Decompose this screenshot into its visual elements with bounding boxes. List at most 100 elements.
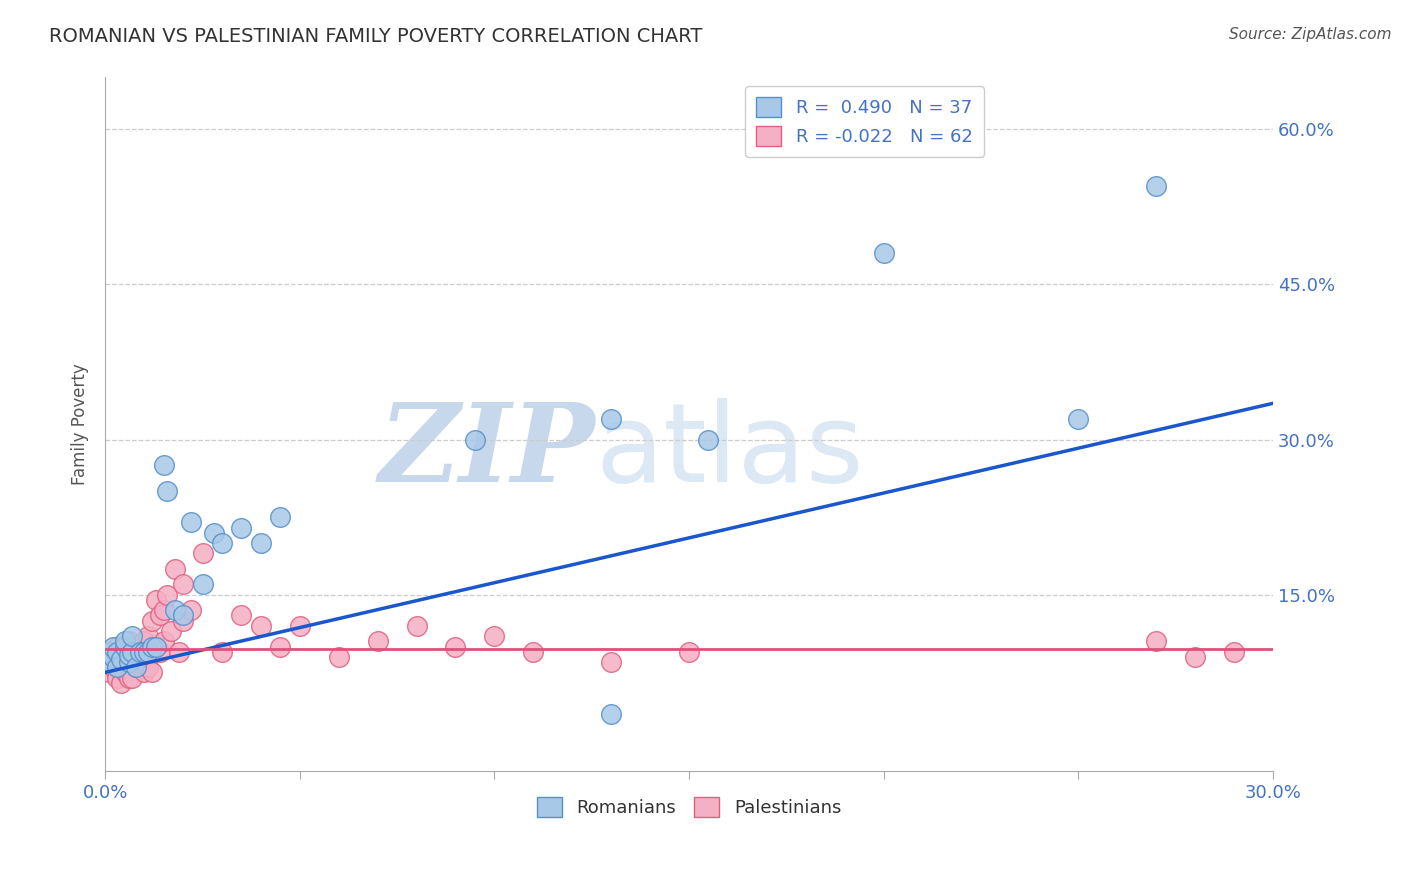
Point: [114, 640, 136, 654]
Point: [125, 645, 148, 659]
Point: [250, 536, 273, 550]
Y-axis label: Family Poverty: Family Poverty: [72, 363, 89, 485]
Point: [484, 629, 506, 643]
Point: [105, 671, 128, 685]
Point: [129, 655, 152, 669]
Point: [114, 665, 136, 680]
Point: [269, 640, 291, 654]
Point: [105, 645, 128, 659]
Point: [145, 640, 167, 654]
Point: [101, 640, 124, 654]
Point: [136, 629, 159, 643]
Point: [872, 246, 894, 260]
Point: [141, 640, 163, 654]
Point: [152, 634, 174, 648]
Point: [117, 648, 139, 662]
Point: [191, 546, 214, 560]
Point: [1144, 179, 1167, 194]
Point: [98, 655, 121, 669]
Point: [149, 645, 172, 659]
Point: [129, 645, 152, 659]
Point: [269, 510, 291, 524]
Point: [125, 660, 148, 674]
Point: [145, 640, 167, 654]
Point: [105, 660, 128, 674]
Point: [211, 536, 233, 550]
Point: [121, 640, 143, 654]
Point: [121, 671, 143, 685]
Point: [1144, 634, 1167, 648]
Point: [145, 593, 167, 607]
Point: [129, 640, 152, 654]
Point: [600, 706, 623, 721]
Point: [117, 649, 139, 664]
Point: [231, 608, 253, 623]
Point: [156, 484, 179, 499]
Point: [172, 614, 194, 628]
Point: [136, 645, 159, 659]
Text: ZIP: ZIP: [380, 398, 596, 506]
Point: [114, 649, 136, 664]
Point: [105, 655, 128, 669]
Point: [98, 665, 121, 680]
Point: [98, 645, 121, 659]
Point: [141, 645, 163, 659]
Point: [678, 645, 700, 659]
Point: [110, 645, 132, 659]
Point: [367, 634, 389, 648]
Point: [152, 458, 174, 473]
Point: [211, 645, 233, 659]
Point: [160, 624, 183, 638]
Point: [98, 645, 121, 659]
Point: [141, 665, 163, 680]
Point: [697, 433, 720, 447]
Point: [121, 629, 143, 643]
Point: [165, 603, 187, 617]
Point: [152, 603, 174, 617]
Point: [165, 562, 187, 576]
Point: [114, 640, 136, 654]
Point: [141, 614, 163, 628]
Point: [172, 608, 194, 623]
Point: [600, 412, 623, 426]
Point: [110, 675, 132, 690]
Point: [288, 619, 311, 633]
Point: [156, 588, 179, 602]
Point: [117, 634, 139, 648]
Point: [134, 665, 156, 680]
Point: [101, 649, 124, 664]
Point: [180, 603, 202, 617]
Point: [117, 655, 139, 669]
Point: [250, 619, 273, 633]
Point: [180, 516, 202, 530]
Point: [405, 619, 427, 633]
Point: [134, 645, 156, 659]
Point: [134, 649, 156, 664]
Point: [121, 645, 143, 659]
Point: [600, 655, 623, 669]
Point: [134, 634, 156, 648]
Text: Source: ZipAtlas.com: Source: ZipAtlas.com: [1229, 27, 1392, 42]
Point: [121, 655, 143, 669]
Point: [444, 640, 467, 654]
Point: [522, 645, 544, 659]
Point: [110, 652, 132, 666]
Point: [114, 634, 136, 648]
Point: [231, 520, 253, 534]
Point: [202, 525, 225, 540]
Point: [136, 660, 159, 674]
Point: [172, 577, 194, 591]
Point: [1067, 412, 1090, 426]
Point: [1184, 649, 1206, 664]
Point: [167, 645, 190, 659]
Text: ROMANIAN VS PALESTINIAN FAMILY POVERTY CORRELATION CHART: ROMANIAN VS PALESTINIAN FAMILY POVERTY C…: [49, 27, 703, 45]
Point: [101, 649, 124, 664]
Point: [110, 660, 132, 674]
Point: [125, 660, 148, 674]
Point: [117, 671, 139, 685]
Point: [98, 655, 121, 669]
Point: [191, 577, 214, 591]
Point: [1223, 645, 1246, 659]
Point: [328, 649, 350, 664]
Point: [101, 660, 124, 674]
